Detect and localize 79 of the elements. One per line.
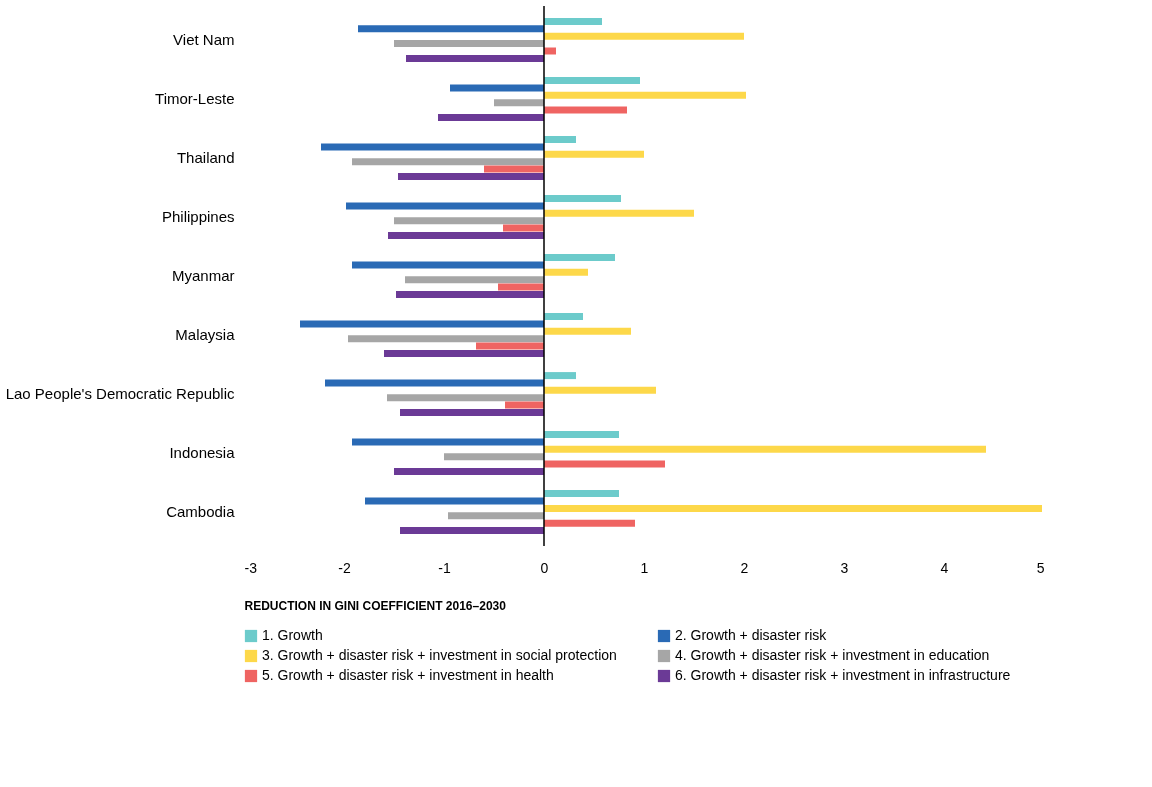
bar (544, 106, 627, 114)
y-tick-label: Lao People's Democratic Republic (5, 385, 235, 403)
bar (544, 150, 644, 158)
bar (405, 276, 544, 284)
bar (544, 32, 744, 40)
bar (394, 217, 544, 225)
legend-label: 3. Growth + disaster risk + investment in social protection (262, 647, 617, 663)
y-tick-label: Cambodia (166, 503, 236, 521)
bar (498, 283, 544, 291)
bar (544, 460, 665, 468)
legend-label: 5. Growth + disaster risk + investment in health (262, 667, 554, 683)
bar (352, 438, 544, 446)
y-tick-label: Malaysia (175, 326, 236, 344)
legend-label: 2. Growth + disaster risk (675, 627, 828, 643)
bar (544, 195, 621, 203)
bar (484, 165, 544, 173)
x-tick-label: -3 (244, 559, 258, 576)
bar (544, 431, 619, 439)
bar (544, 254, 615, 262)
bar (503, 224, 544, 232)
y-tick-label: Myanmar (171, 267, 235, 284)
bar (348, 335, 544, 343)
x-axis-title: REDUCTION IN GINI COEFFICIENT 2016–2030 (244, 598, 507, 613)
bar (544, 91, 746, 99)
bar (544, 17, 602, 25)
bar (400, 527, 544, 535)
legend-label: 6. Growth + disaster risk + investment in infrastructure (675, 667, 1011, 683)
y-tick-label: Indonesia (169, 444, 236, 462)
bar (438, 113, 544, 121)
bar (544, 445, 986, 453)
bar (400, 408, 544, 416)
bar (544, 504, 1042, 512)
y-tick-label: Timor-Leste (155, 89, 235, 107)
legend-label: 4. Growth + disaster risk + investment in education (675, 647, 990, 663)
bar (505, 401, 544, 409)
bar (396, 290, 544, 298)
bar (358, 25, 544, 33)
y-tick-label: Viet Nam (173, 30, 235, 48)
bar (325, 379, 544, 387)
bar (544, 77, 640, 85)
x-tick-label: 1 (640, 559, 649, 576)
bar (394, 40, 544, 48)
bar (321, 143, 544, 151)
bar (365, 497, 544, 505)
bar (494, 99, 544, 107)
bar (544, 490, 619, 498)
legend-label: 1. Growth (262, 627, 323, 643)
bar (300, 320, 544, 328)
bar (384, 349, 544, 357)
bar (398, 172, 544, 180)
x-tick-label: 3 (840, 559, 849, 576)
bar (544, 209, 694, 217)
bar (544, 47, 556, 55)
bar (352, 158, 544, 166)
bar (544, 327, 631, 335)
bar (387, 394, 544, 402)
bar (544, 386, 656, 394)
bar (448, 512, 544, 520)
bar (394, 467, 544, 475)
bar (544, 519, 635, 527)
bar (544, 372, 576, 380)
y-tick-label: Philippines (161, 207, 235, 225)
bar (388, 231, 544, 239)
x-tick-label: 4 (940, 559, 949, 576)
y-tick-label: Thailand (176, 148, 235, 166)
x-tick-label: 0 (540, 559, 549, 576)
x-tick-label: 2 (740, 559, 749, 576)
x-tick-label: -2 (338, 559, 351, 576)
bar (346, 202, 544, 210)
x-tick-label: -1 (438, 559, 451, 576)
bar (352, 261, 544, 269)
bar (544, 136, 576, 144)
bar (544, 268, 588, 276)
bar (476, 342, 544, 350)
bar (406, 54, 544, 62)
x-tick-label: 5 (1036, 559, 1045, 576)
bar (444, 453, 544, 461)
bar (544, 313, 583, 321)
bar (450, 84, 544, 92)
